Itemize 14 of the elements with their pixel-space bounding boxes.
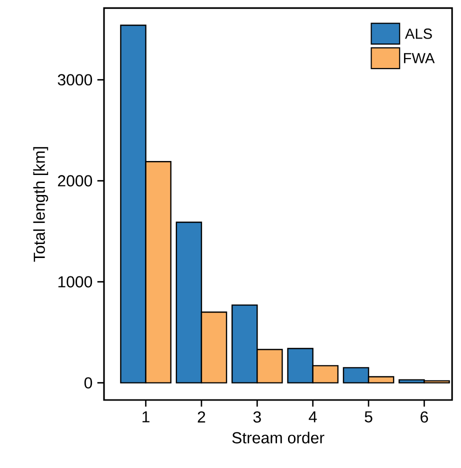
- legend-label: FWA: [404, 53, 435, 64]
- y-tick-label: 2000: [58, 175, 92, 186]
- y-axis-title: Total length [km]: [33, 147, 48, 262]
- y-tick-label: 0: [84, 377, 92, 388]
- legend-label: ALS: [404, 28, 432, 39]
- x-tick-label: 6: [420, 411, 428, 423]
- x-tick-label: 3: [253, 411, 261, 423]
- x-axis-title: Stream order: [232, 432, 324, 444]
- y-tick-label: 1000: [58, 276, 92, 288]
- x-tick-label: 2: [198, 411, 206, 422]
- y-tick-label: 3000: [58, 74, 92, 86]
- x-tick-label: 4: [308, 411, 317, 422]
- x-tick-label: 1: [142, 411, 150, 422]
- x-tick-label: 5: [364, 411, 372, 422]
